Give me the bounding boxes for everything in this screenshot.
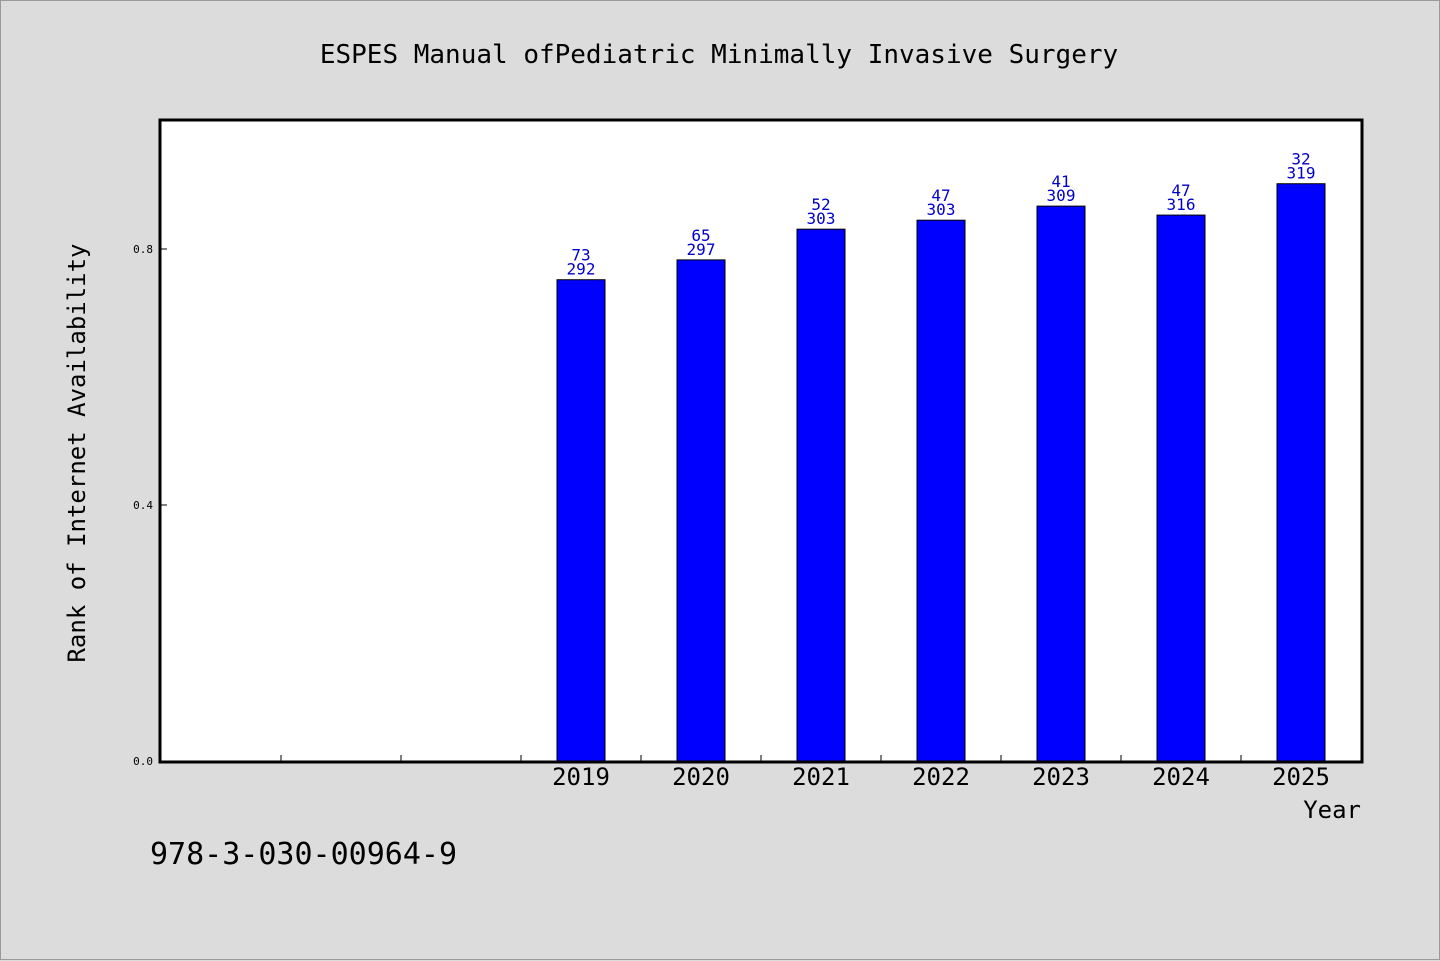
bar-label-top: 73	[571, 246, 590, 265]
bar-label-top: 47	[1171, 181, 1190, 200]
bar-label-top: 52	[811, 195, 830, 214]
bar	[916, 219, 966, 762]
bar	[676, 259, 726, 762]
bar-label-bottom: 316	[1167, 195, 1196, 214]
bar	[1276, 183, 1326, 762]
bar	[796, 228, 846, 762]
bar-label-bottom: 303	[807, 209, 836, 228]
bar-label-bottom: 297	[687, 240, 716, 259]
x-tick-label: 2023	[1032, 763, 1090, 791]
bar	[1036, 205, 1086, 762]
bar-label-top: 47	[931, 186, 950, 205]
x-axis-ticks: 2019 2020 2021 2022 2023 2024 2025	[280, 755, 1330, 791]
y-axis-ticks: 0.0 0.4 0.8	[133, 243, 167, 768]
y-tick-label: 0.4	[133, 499, 153, 512]
bars-group	[556, 183, 1326, 762]
bar-label-bottom: 303	[927, 200, 956, 219]
bar-label-top: 65	[691, 226, 710, 245]
x-tick-label: 2022	[912, 763, 970, 791]
isbn-footer: 978-3-030-00964-9	[150, 837, 457, 872]
x-tick-label: 2024	[1152, 763, 1210, 791]
x-tick-label: 2021	[792, 763, 850, 791]
x-axis-title: Year	[1303, 796, 1361, 824]
bar	[1156, 214, 1206, 762]
bar-label-bottom: 292	[567, 260, 596, 279]
bar-label-top: 32	[1291, 150, 1310, 169]
x-tick-label: 2019	[552, 763, 610, 791]
chart-title: ESPES Manual ofPediatric Minimally Invas…	[320, 40, 1118, 70]
bar-label-bottom: 309	[1047, 186, 1076, 205]
bar	[556, 279, 606, 762]
y-tick-label: 0.8	[133, 243, 153, 256]
bar-label-bottom: 319	[1287, 164, 1316, 183]
x-tick-label: 2020	[672, 763, 730, 791]
y-tick-label: 0.0	[133, 755, 153, 768]
x-tick-label: 2025	[1272, 763, 1330, 791]
y-axis-title: Rank of Internet Availability	[63, 243, 91, 662]
bar-label-top: 41	[1051, 172, 1070, 191]
